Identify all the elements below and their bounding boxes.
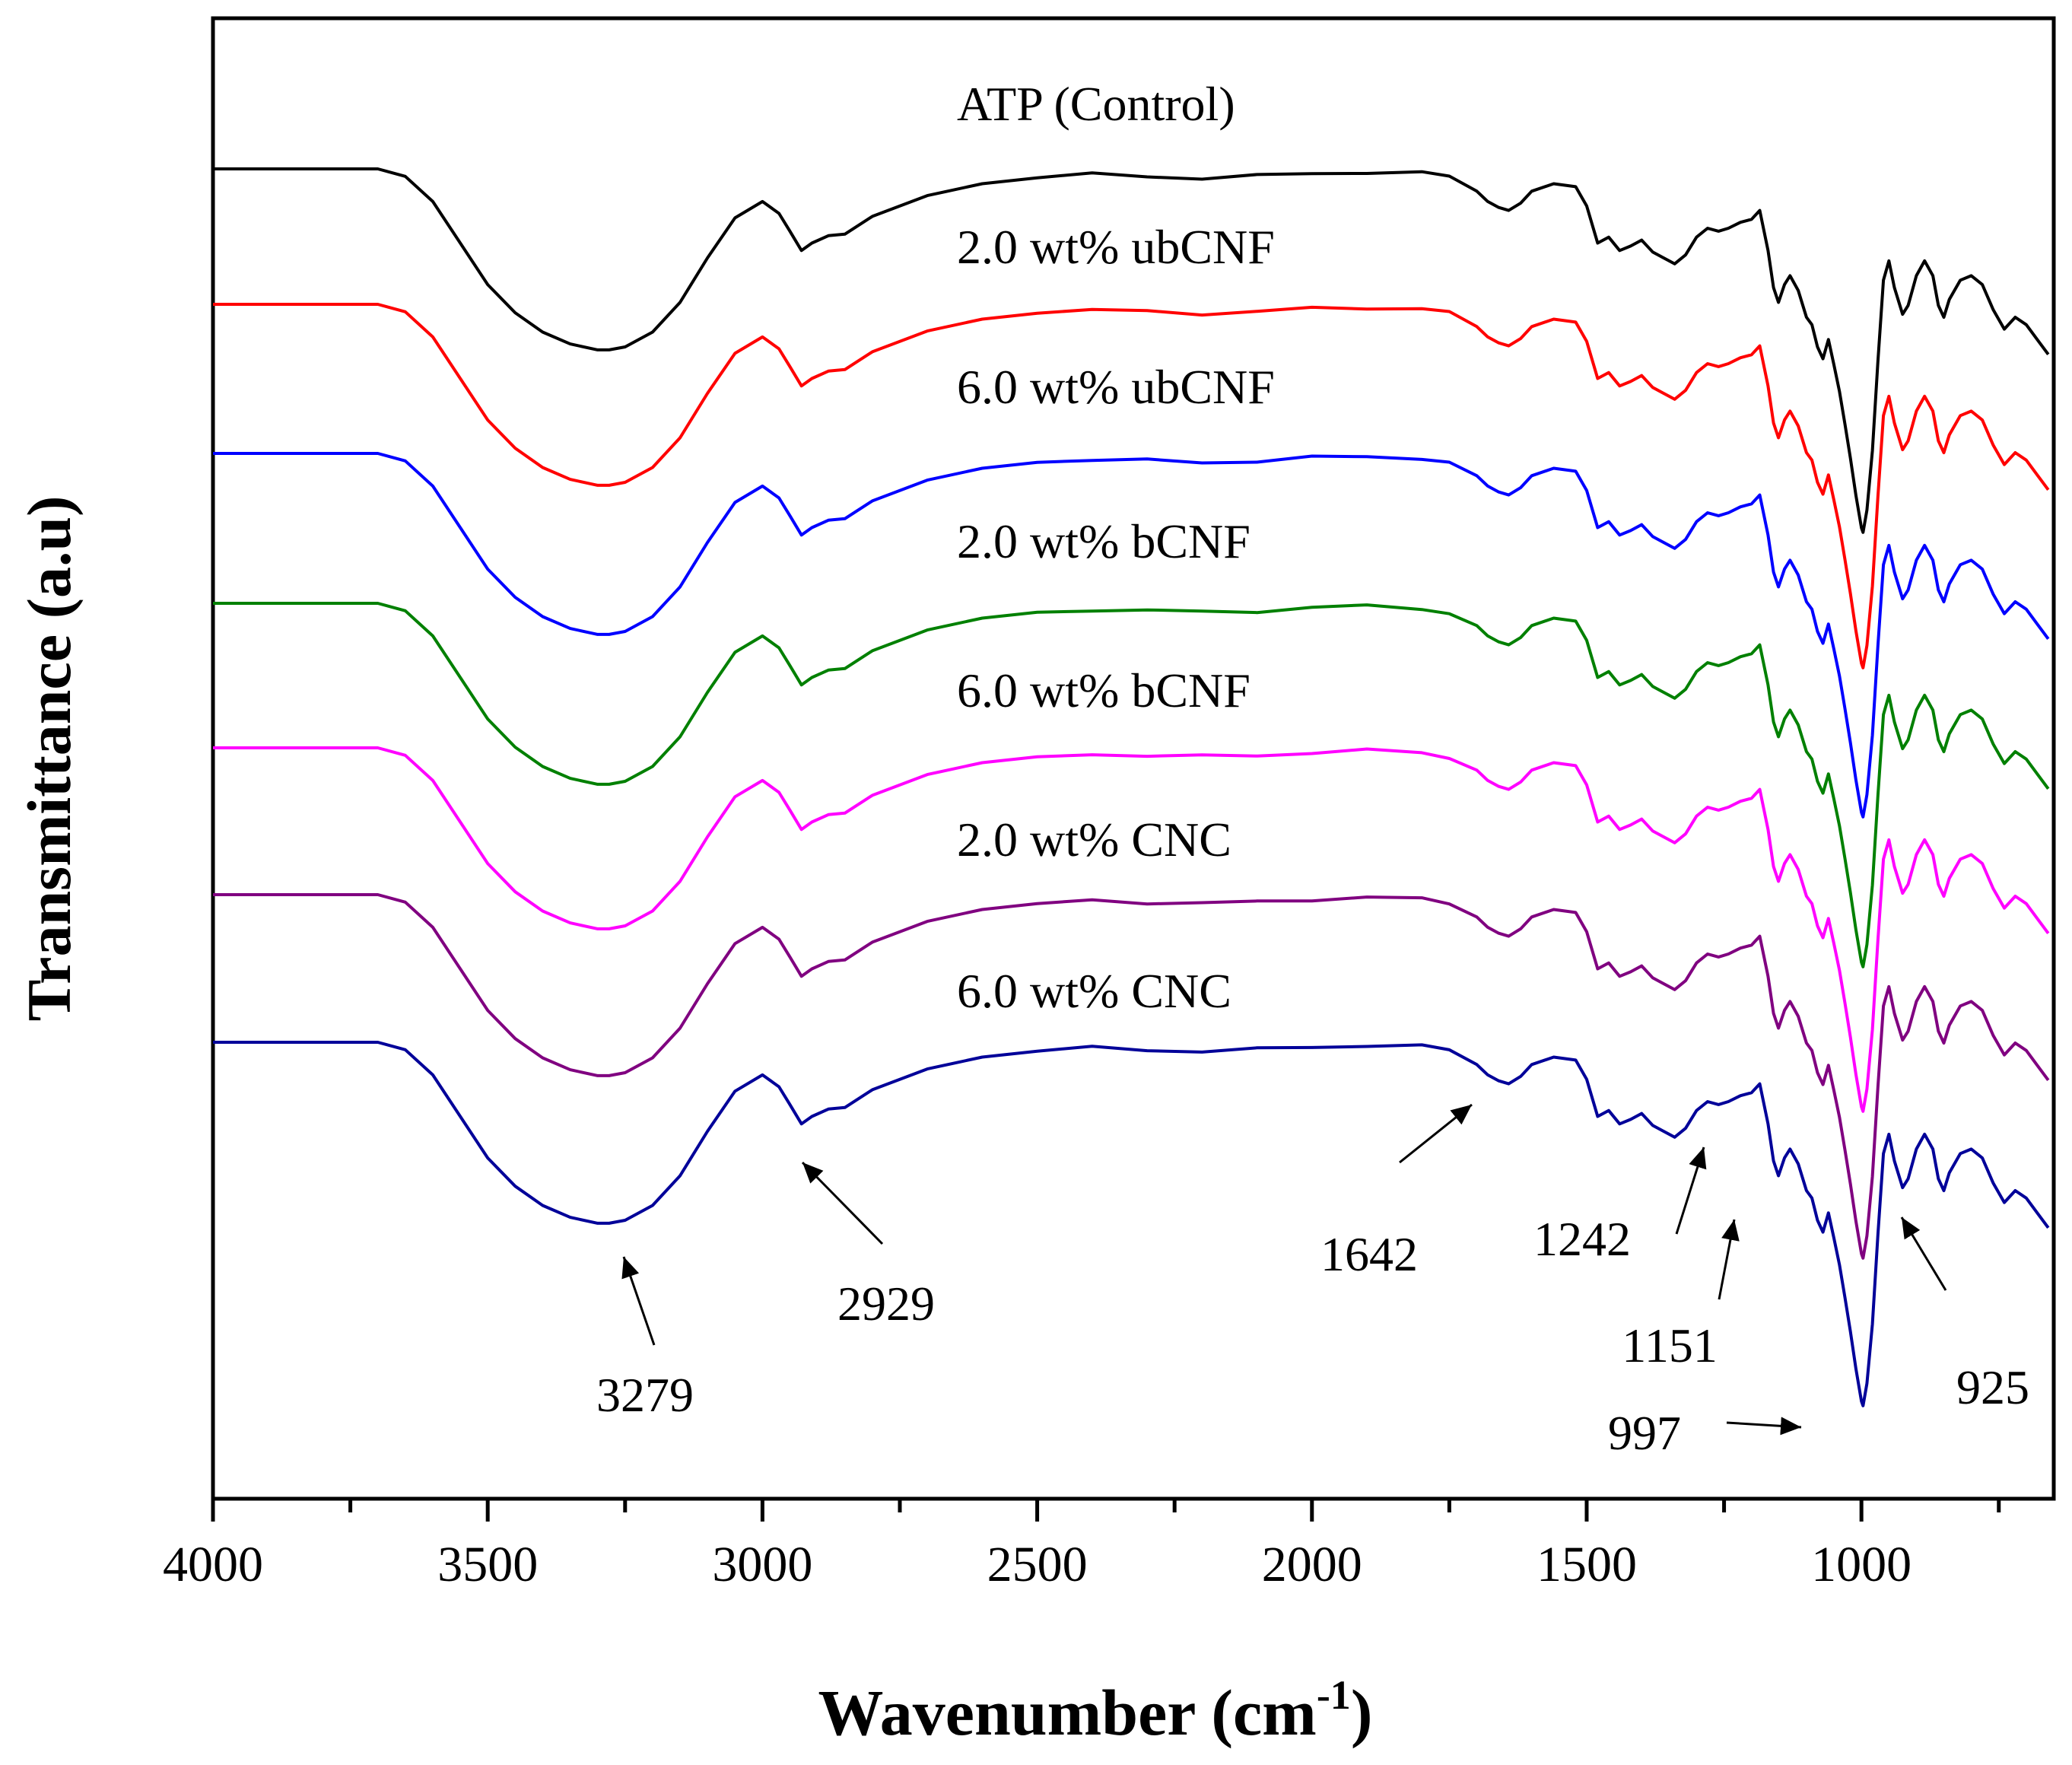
series-line-6-0-wt-bcnf xyxy=(213,746,2050,1113)
peak-label: 925 xyxy=(1956,1360,2029,1414)
plot-frame xyxy=(211,16,2056,1501)
x-tick-label: 2500 xyxy=(987,1537,1088,1592)
x-tick-label: 2000 xyxy=(1262,1537,1362,1592)
series-line-atp-control- xyxy=(213,167,2050,534)
series-line-6-0-wt-cnc xyxy=(213,1041,2050,1407)
series-line-2-0-wt-bcnf xyxy=(213,602,2050,968)
series-label: 2.0 wt% bCNF xyxy=(957,514,1251,568)
peak-label: 1151 xyxy=(1622,1318,1718,1372)
peak-label: 1642 xyxy=(1320,1227,1418,1281)
peak-arrow xyxy=(1718,1219,1740,1300)
x-axis-label-close: ) xyxy=(1351,1676,1373,1749)
peak-label: 1242 xyxy=(1533,1212,1631,1266)
x-tick-label: 3500 xyxy=(437,1537,538,1592)
series-label: 2.0 wt% ubCNF xyxy=(957,220,1275,274)
x-tick-label: 4000 xyxy=(163,1537,263,1592)
x-axis-label-superscript: -1 xyxy=(1317,1672,1351,1718)
series-line-2-0-wt-cnc xyxy=(213,893,2050,1260)
series-labels: ATP (Control) 2.0 wt% ubCNF 6.0 wt% ubCNF 2… xyxy=(957,77,1275,1018)
x-axis-ticks xyxy=(211,1499,2001,1522)
peak-annotations: 3279 2929 1642 1242 1151 997 925 xyxy=(596,1103,2029,1460)
x-tick-label: 3000 xyxy=(712,1537,812,1592)
series-label: ATP (Control) xyxy=(957,77,1235,131)
series-line-6-0-wt-ubcnf xyxy=(213,452,2050,819)
series-label: 6.0 wt% ubCNF xyxy=(957,360,1275,414)
peak-label: 3279 xyxy=(596,1368,694,1422)
x-tick-label: 1500 xyxy=(1537,1537,1637,1592)
series-label: 2.0 wt% CNC xyxy=(957,813,1231,867)
x-axis-tick-labels: 4000 3500 3000 2500 2000 1500 1000 xyxy=(163,1537,1912,1592)
y-axis-label: Transmittance (a.u) xyxy=(14,496,84,1022)
x-axis-label: Wavenumber (cm-1) xyxy=(818,1672,1373,1749)
peak-arrow xyxy=(1675,1146,1707,1235)
peak-label: 2929 xyxy=(837,1277,935,1331)
peak-arrow xyxy=(1726,1417,1802,1436)
peak-arrow xyxy=(1399,1103,1473,1164)
peak-label: 997 xyxy=(1608,1406,1681,1460)
series-label: 6.0 wt% CNC xyxy=(957,964,1231,1018)
peak-arrow xyxy=(801,1161,884,1245)
peak-arrow xyxy=(1900,1216,1947,1291)
x-axis-label-main: Wavenumber (cm xyxy=(818,1676,1317,1749)
series-line-2-0-wt-ubcnf xyxy=(213,303,2050,669)
x-tick-label: 1000 xyxy=(1811,1537,1912,1592)
peak-arrow xyxy=(621,1256,656,1346)
spectra-curves xyxy=(213,167,2050,1407)
series-label: 6.0 wt% bCNF xyxy=(957,663,1251,717)
